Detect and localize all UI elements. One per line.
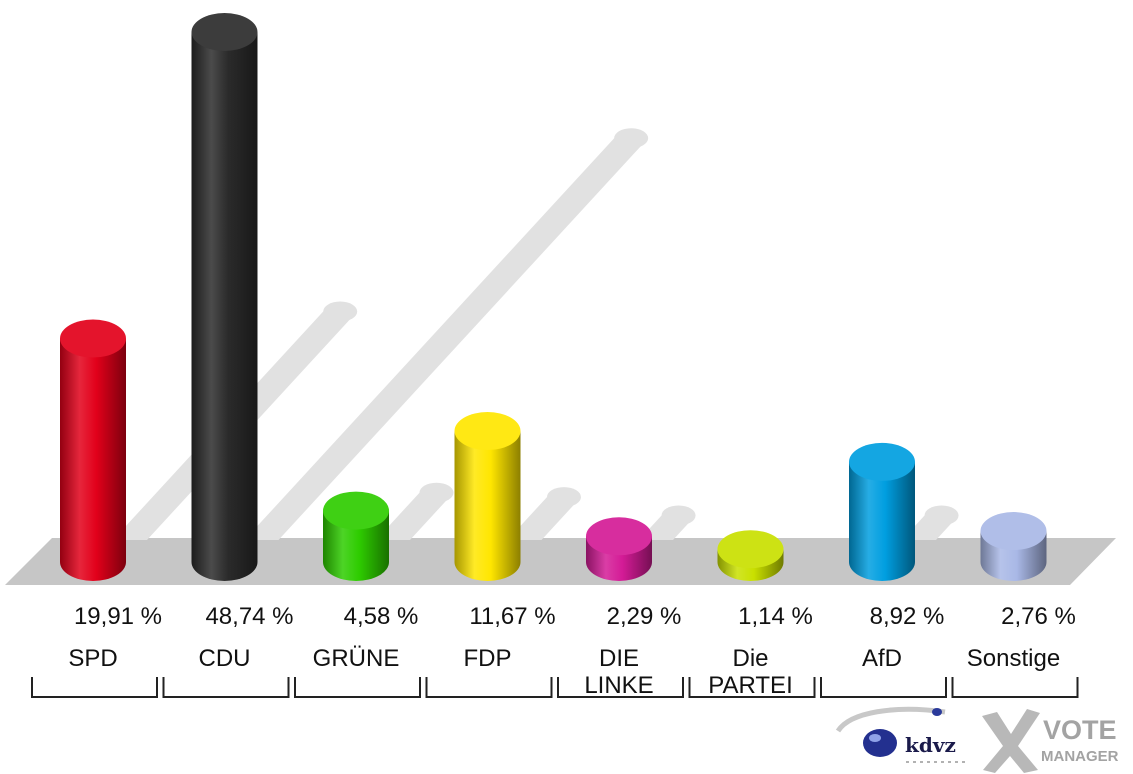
previous-result-shadow-cap-3: [546, 487, 581, 508]
category-bracket-0: [31, 677, 158, 698]
category-label-4-line-1: LINKE: [584, 672, 653, 699]
previous-result-shadow-cap-2: [419, 482, 454, 503]
category-bracket-6: [820, 677, 947, 698]
category-bracket-2: [294, 677, 421, 698]
previous-result-shadow-cap-4: [661, 505, 696, 526]
bar-body-1: [191, 32, 258, 581]
data-label-6: 8,92 %: [870, 603, 945, 630]
bar-body-3: [454, 431, 521, 581]
category-bracket-1: [162, 677, 290, 698]
data-label-4: 2,29 %: [607, 603, 682, 630]
data-label-3: 11,67 %: [469, 603, 555, 630]
data-label-1: 48,74 %: [205, 603, 293, 630]
data-label-0: 19,91 %: [74, 603, 162, 630]
previous-result-shadow-cap-1: [614, 128, 649, 149]
vote-manager-subtitle: MANAGER: [1041, 748, 1119, 765]
category-label-7: Sonstige: [967, 645, 1060, 672]
category-label-2: GRÜNE: [313, 645, 400, 672]
category-bracket-4: [557, 677, 684, 698]
bar-6: [849, 442, 915, 581]
bar-1: [191, 13, 258, 581]
category-label-0: SPD: [68, 645, 117, 672]
category-bracket-3: [425, 677, 553, 698]
previous-result-shadow-cap-0: [323, 301, 358, 322]
bar-body-6: [849, 461, 915, 581]
category-label-1: CDU: [199, 645, 251, 672]
bar-0: [60, 319, 126, 581]
previous-result-shadow-2: [376, 492, 454, 540]
chart-floor: [5, 538, 1116, 585]
data-label-5: 1,14 %: [738, 603, 813, 630]
category-label-6: AfD: [862, 645, 902, 672]
bar-cap-2: [323, 491, 389, 530]
bar-4: [586, 517, 652, 581]
bar-cap-1: [191, 13, 258, 51]
kdvz-logo: kdvz: [835, 706, 966, 763]
bar-5: [717, 530, 784, 581]
category-bracket-7: [951, 677, 1079, 698]
data-label-7: 2,76 %: [1001, 603, 1076, 630]
previous-result-shadow-3: [507, 497, 581, 540]
category-label-4-line-0: DIE: [599, 645, 639, 672]
category-bracket-5: [688, 677, 816, 698]
bar-7: [980, 512, 1047, 581]
bar-cap-4: [586, 517, 652, 556]
vote-manager-title: VOTE: [1043, 715, 1117, 745]
category-label-5-line-1: PARTEI: [708, 672, 792, 699]
category-label-3: FDP: [464, 645, 512, 672]
bar-3: [454, 412, 521, 581]
vote-manager-logo: VOTE MANAGER: [982, 709, 1119, 773]
previous-result-shadow-1: [244, 138, 649, 540]
bar-body-0: [60, 338, 126, 581]
bar-2: [323, 491, 389, 581]
category-label-5-line-0: Die: [732, 645, 768, 672]
bar-cap-5: [717, 530, 784, 569]
data-label-2: 4,58 %: [344, 603, 419, 630]
bar-cap-6: [849, 442, 915, 481]
bar-cap-0: [60, 319, 126, 358]
bar-body-2: [323, 510, 389, 581]
bar-cap-3: [454, 412, 521, 451]
previous-result-shadow-cap-6: [924, 505, 959, 526]
kdvz-logo-text: kdvz: [905, 733, 956, 757]
bar-cap-7: [980, 512, 1047, 551]
